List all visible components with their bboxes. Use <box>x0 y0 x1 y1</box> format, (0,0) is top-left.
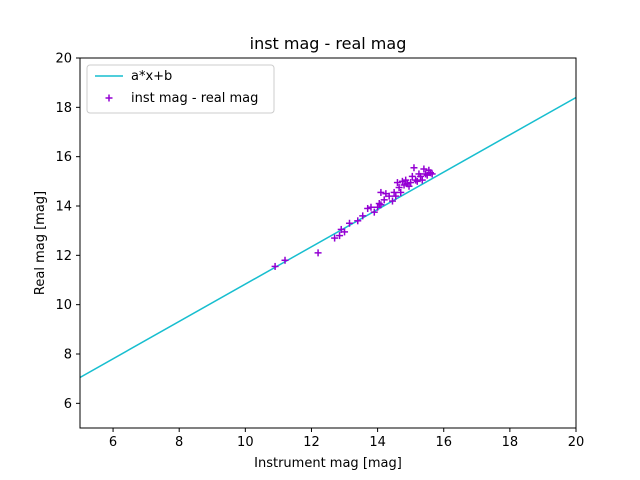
data-point <box>392 192 400 200</box>
data-point <box>428 170 436 178</box>
data-point <box>402 176 410 184</box>
fit-line <box>80 96 576 379</box>
data-point <box>395 184 403 191</box>
x-tick-label: 6 <box>109 435 117 450</box>
data-point <box>417 172 425 180</box>
legend-box <box>86 64 275 114</box>
y-tick-label: 12 <box>55 249 72 264</box>
x-tick-label: 20 <box>568 435 585 450</box>
y-axis-label: Real mag [mag] <box>33 191 48 295</box>
data-point <box>367 203 375 211</box>
y-tick-label: 6 <box>64 397 72 412</box>
x-axis: 6 8 10 12 14 16 18 20 <box>109 428 584 450</box>
y-tick-label: 10 <box>55 298 72 313</box>
data-point <box>410 164 418 172</box>
data-point <box>407 179 415 187</box>
data-point <box>370 208 378 216</box>
data-point <box>377 188 385 196</box>
data-point <box>314 249 322 257</box>
x-tick-label: 16 <box>435 435 452 450</box>
data-point <box>420 165 428 173</box>
y-tick-label: 18 <box>55 101 72 116</box>
data-point <box>397 188 405 196</box>
plot-area <box>80 96 576 379</box>
y-axis: 6 8 10 12 14 16 18 20 <box>55 52 80 412</box>
data-point <box>385 192 393 200</box>
x-tick-label: 8 <box>175 435 183 450</box>
y-tick-label: 8 <box>64 348 72 363</box>
data-point <box>400 181 408 189</box>
data-point <box>375 200 383 208</box>
data-point <box>331 234 339 242</box>
data-point <box>398 177 406 185</box>
data-point <box>405 182 413 190</box>
y-tick-label: 20 <box>55 52 72 67</box>
chart-title: inst mag - real mag <box>250 34 407 53</box>
data-point <box>354 217 362 225</box>
data-point <box>388 197 396 205</box>
legend-scatter-label: inst mag - real mag <box>131 91 258 106</box>
legend-scatter-marker <box>105 94 113 102</box>
data-point <box>359 212 367 220</box>
data-point <box>281 256 289 264</box>
data-point <box>271 262 279 270</box>
data-point <box>336 232 344 240</box>
data-point <box>377 201 385 209</box>
data-point <box>408 172 416 180</box>
data-point <box>393 179 401 187</box>
x-tick-label: 18 <box>502 435 519 450</box>
x-tick-label: 12 <box>303 435 320 450</box>
legend-line-label: a*x+b <box>131 69 172 84</box>
plot-frame <box>79 57 577 429</box>
data-point <box>418 176 426 184</box>
data-point <box>345 219 353 227</box>
data-point <box>364 204 372 212</box>
legend: a*x+b inst mag - real mag <box>86 64 275 114</box>
data-point <box>390 188 398 196</box>
x-axis-label: Instrument mag [mag] <box>254 456 402 471</box>
data-point <box>341 228 349 236</box>
y-tick-label: 14 <box>55 200 72 215</box>
x-tick-label: 10 <box>237 435 254 450</box>
data-point <box>380 196 388 204</box>
data-point <box>413 177 421 185</box>
x-tick-label: 14 <box>369 435 386 450</box>
y-tick-label: 16 <box>55 150 72 165</box>
